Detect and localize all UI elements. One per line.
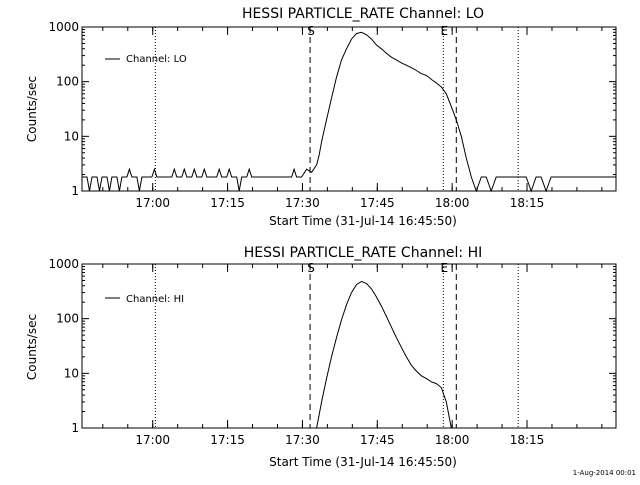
- x-tick-label: 18:15: [510, 196, 545, 210]
- legend-label: Channel: LO: [126, 54, 187, 65]
- marker-label: S: [307, 261, 315, 275]
- y-tick-label: 1000: [48, 20, 79, 34]
- x-tick-label: 18:15: [510, 433, 545, 447]
- plot-frame: [81, 263, 617, 429]
- marker-label: E: [441, 24, 449, 38]
- x-tick-label: 17:30: [285, 433, 320, 447]
- y-axis-label: Counts/sec: [25, 314, 39, 380]
- x-tick-label: 17:30: [285, 196, 320, 210]
- x-axis-label: Start Time (31-Jul-14 16:45:50): [269, 214, 457, 228]
- y-axis-ticks: 1 10 100 1000: [48, 257, 616, 435]
- y-axis-ticks: 1 10 100 1000: [48, 20, 616, 198]
- y-tick-label: 1: [71, 421, 79, 435]
- y-tick-label: 100: [56, 75, 79, 89]
- series-line-hi: [316, 280, 452, 429]
- marker-label: E: [441, 261, 449, 275]
- legend-label: Channel: HI: [126, 294, 184, 305]
- x-tick-label: 17:45: [360, 196, 395, 210]
- series-line-lo: [82, 31, 616, 193]
- chart-title: HESSI PARTICLE_RATE Channel: HI: [244, 245, 482, 261]
- x-tick-label: 17:15: [210, 433, 245, 447]
- y-tick-label: 100: [56, 312, 79, 326]
- x-tick-label: 17:45: [360, 433, 395, 447]
- marker-label: S: [307, 24, 315, 38]
- y-axis-label: Counts/sec: [25, 76, 39, 142]
- x-tick-label: 18:00: [435, 433, 470, 447]
- footer-timestamp: 1-Aug-2014 00:01: [573, 469, 636, 477]
- x-axis-ticks: 17:00 17:15 17:30 17:45 18:00 18:15: [102, 264, 603, 447]
- y-tick-label: 1000: [48, 257, 79, 271]
- plot-frame: [81, 26, 617, 192]
- y-tick-label: 10: [64, 129, 79, 143]
- x-tick-label: 18:00: [435, 196, 470, 210]
- y-tick-label: 10: [64, 366, 79, 380]
- chart-title: HESSI PARTICLE_RATE Channel: LO: [242, 6, 484, 22]
- x-axis-ticks: 17:00 17:15 17:30 17:45 18:00 18:15: [102, 27, 603, 210]
- x-tick-label: 17:00: [135, 196, 170, 210]
- x-axis-label: Start Time (31-Jul-14 16:45:50): [269, 455, 457, 469]
- x-tick-label: 17:15: [210, 196, 245, 210]
- y-tick-label: 1: [71, 184, 79, 198]
- x-tick-label: 17:00: [135, 433, 170, 447]
